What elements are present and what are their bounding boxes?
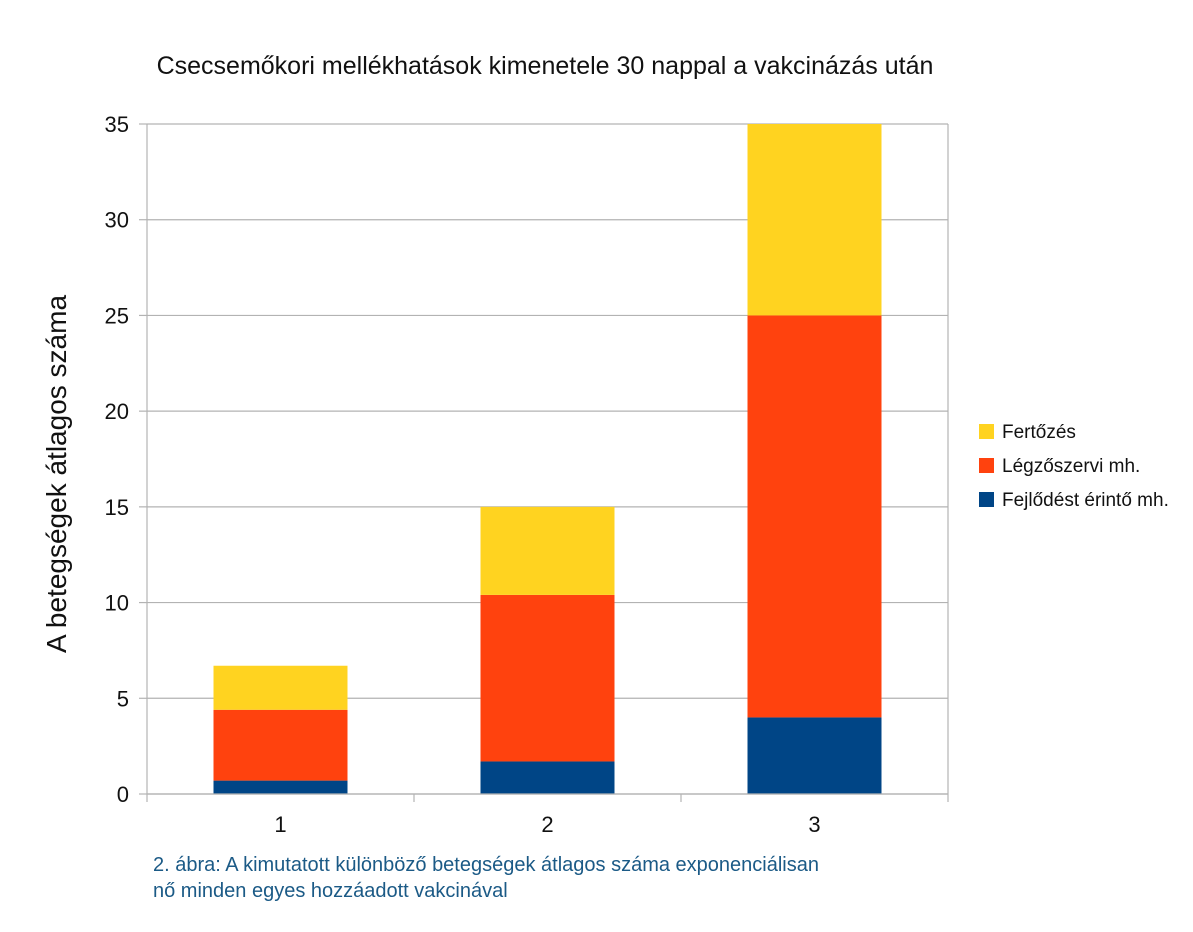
- chart-title: Csecsemőkori mellékhatások kimenetele 30…: [157, 52, 934, 80]
- bar-segment: [213, 665, 348, 710]
- x-tick-label: 3: [808, 812, 820, 837]
- y-tick-label: 0: [117, 782, 129, 807]
- bar-segment: [747, 124, 882, 316]
- legend-label: Fejlődést érintő mh.: [1002, 490, 1169, 511]
- legend-label: Fertőzés: [1002, 422, 1076, 443]
- bar-segment: [480, 594, 615, 762]
- legend-label: Légzőszervi mh.: [1002, 456, 1140, 477]
- chart: Csecsemőkori mellékhatások kimenetele 30…: [41, 52, 1169, 837]
- caption-line-2: nő minden egyes hozzáadott vakcinával: [153, 880, 508, 902]
- y-tick-label: 5: [117, 686, 129, 711]
- y-tick-label: 15: [105, 495, 129, 520]
- bar-segment: [213, 709, 348, 781]
- caption-line-1: 2. ábra: A kimutatott különböző betegség…: [153, 854, 819, 876]
- axes: 0 5 10 15 20 25 30 35 1 2 3: [105, 112, 949, 837]
- legend: Fertőzés Légzőszervi mh. Fejlődést érintő …: [979, 422, 1169, 511]
- x-tick-label: 2: [541, 812, 553, 837]
- bar-segment: [480, 506, 615, 595]
- y-tick-label: 25: [105, 303, 129, 328]
- y-tick-label: 30: [105, 208, 129, 233]
- bar-segment: [747, 315, 882, 718]
- legend-swatch: [979, 424, 994, 439]
- y-axis-label: A betegségek átlagos száma: [41, 295, 72, 653]
- legend-swatch: [979, 492, 994, 507]
- y-tick-label: 35: [105, 112, 129, 137]
- x-tick-label: 1: [274, 812, 286, 837]
- y-tick-label: 20: [105, 399, 129, 424]
- legend-swatch: [979, 458, 994, 473]
- bar-segment: [213, 780, 348, 794]
- bar-segment: [480, 761, 615, 794]
- bar-segment: [747, 717, 882, 794]
- bars: [213, 124, 882, 794]
- figure-caption: 2. ábra: A kimutatott különböző betegség…: [153, 852, 953, 904]
- y-tick-label: 10: [105, 591, 129, 616]
